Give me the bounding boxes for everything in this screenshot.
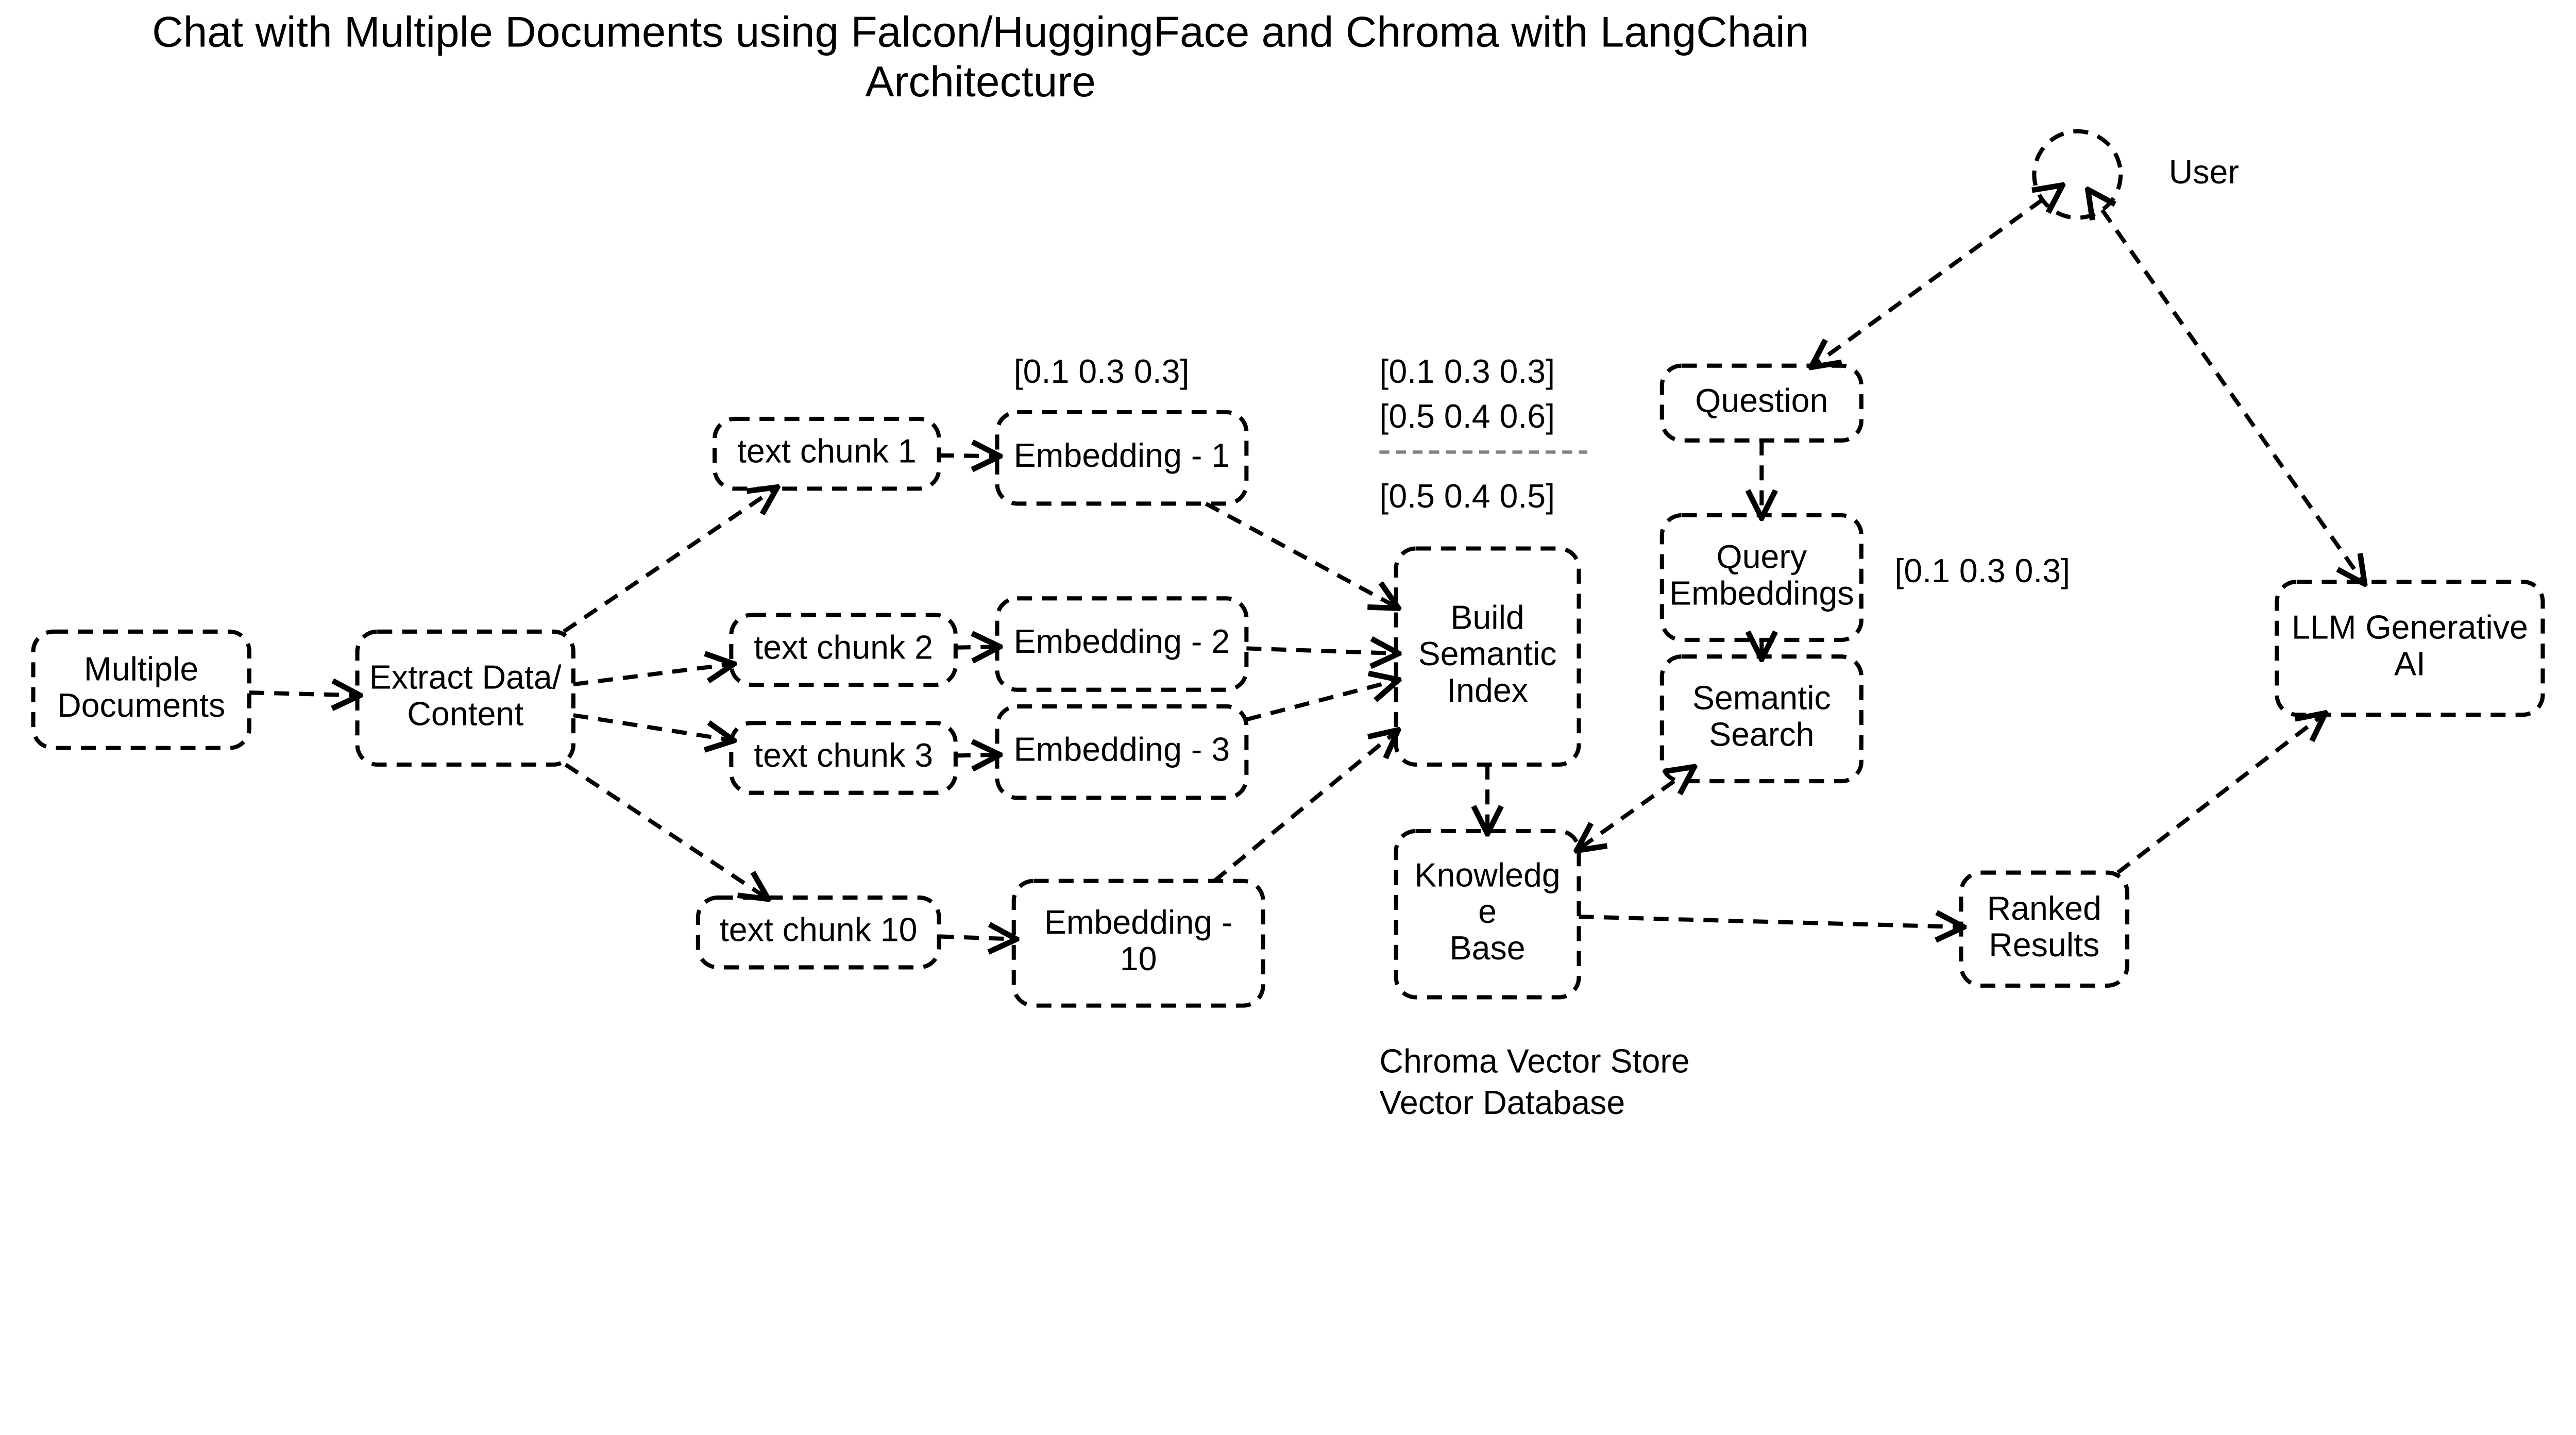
node-label-llm-1: AI: [2394, 646, 2426, 683]
annotation-caption1: Chroma Vector Store: [1379, 1043, 1689, 1080]
edge-emb10-build_index: [1214, 732, 1396, 881]
annotation-vec_idx1: [0.1 0.3 0.3]: [1379, 353, 1555, 390]
node-label-build_index-2: Index: [1447, 672, 1528, 709]
edge-chunk10-emb10: [939, 936, 1014, 939]
node-label-semantic_search-1: Search: [1709, 716, 1814, 753]
node-label-emb10-0: Embedding -: [1044, 904, 1233, 941]
node-label-chunk2-0: text chunk 2: [754, 629, 933, 666]
edge-extract-chunk3: [573, 715, 731, 740]
node-label-extract-1: Content: [407, 695, 523, 732]
edge-multiple_docs-extract: [249, 693, 358, 695]
node-label-extract-0: Extract Data/: [369, 659, 562, 696]
node-label-ranked-1: Results: [1989, 926, 2099, 964]
edge-extract-chunk1: [564, 488, 775, 631]
edge-extract-chunk2: [573, 664, 731, 684]
node-label-user: User: [2169, 154, 2239, 191]
node-label-emb3-0: Embedding - 3: [1014, 731, 1230, 768]
edge-emb1-build_index: [1206, 503, 1396, 606]
edge-user-llm: [2102, 210, 2363, 582]
node-label-query_emb-1: Embeddings: [1669, 575, 1854, 612]
node-label-multiple_docs-1: Documents: [57, 687, 225, 724]
edge-knowledge_base-ranked: [1579, 917, 1961, 927]
node-label-ranked-0: Ranked: [1987, 890, 2102, 927]
edge-emb3-build_index: [1246, 681, 1396, 720]
node-label-multiple_docs-0: Multiple: [84, 650, 198, 687]
node-label-knowledge_base-0: Knowledg: [1414, 856, 1560, 893]
node-label-question-0: Question: [1695, 382, 1828, 419]
annotation-vec_query: [0.1 0.3 0.3]: [1894, 552, 2070, 589]
node-label-build_index-1: Semantic: [1418, 635, 1557, 672]
edge-ranked-llm: [2118, 715, 2324, 872]
diagram-title-line1: Chat with Multiple Documents using Falco…: [152, 7, 1809, 56]
node-user: [2034, 131, 2121, 218]
node-label-semantic_search-0: Semantic: [1692, 680, 1831, 717]
edge-chunk3-emb3: [956, 755, 997, 756]
node-label-chunk10-0: text chunk 10: [720, 911, 918, 949]
diagram-title-line2: Architecture: [866, 57, 1096, 106]
annotation-vec_emb1: [0.1 0.3 0.3]: [1014, 353, 1190, 390]
annotation-vec_idx3: [0.5 0.4 0.5]: [1379, 478, 1555, 515]
node-label-chunk3-0: text chunk 3: [754, 737, 933, 774]
node-label-knowledge_base-2: Base: [1450, 930, 1526, 967]
edge-semantic_search-knowledge_base: [1579, 781, 1674, 849]
node-label-build_index-0: Build: [1450, 599, 1524, 636]
node-label-knowledge_base-1: e: [1478, 893, 1497, 930]
node-label-query_emb-0: Query: [1717, 538, 1807, 576]
node-label-emb2-0: Embedding - 2: [1014, 623, 1230, 660]
node-label-emb10-1: 10: [1120, 940, 1157, 977]
edge-chunk2-emb2: [956, 647, 997, 648]
annotation-vec_idx2: [0.5 0.4 0.6]: [1379, 398, 1555, 435]
node-label-chunk1-0: text chunk 1: [737, 433, 917, 470]
edge-user-question: [1814, 200, 2043, 366]
edge-chunk1-emb1: [939, 455, 997, 456]
architecture-diagram: Chat with Multiple Documents using Falco…: [0, 0, 2576, 1163]
node-label-llm-0: LLM Generative: [2292, 609, 2528, 646]
edge-emb2-build_index: [1246, 648, 1396, 653]
node-label-emb1-0: Embedding - 1: [1014, 437, 1230, 474]
annotation-caption2: Vector Database: [1379, 1084, 1625, 1121]
